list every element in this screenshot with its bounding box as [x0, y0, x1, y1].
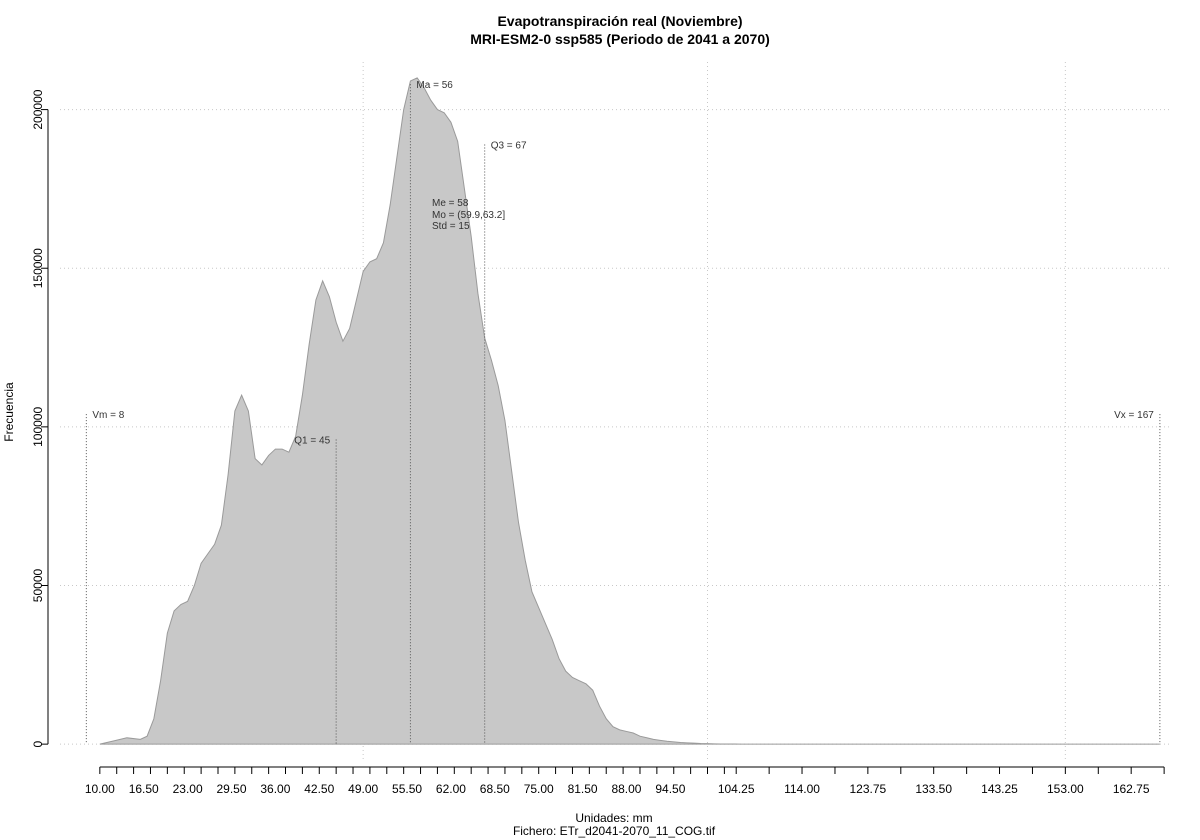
- reference-label: Vx = 167: [1114, 410, 1154, 421]
- frequency-area: [99, 77, 1160, 745]
- stat-std: Std = 15: [432, 221, 470, 232]
- x-tick-label: 68.50: [480, 782, 510, 796]
- x-tick-label: 94.50: [655, 782, 685, 796]
- file-label: Fichero: ETr_d2041-2070_11_COG.tif: [513, 824, 716, 838]
- chart-title: Evapotranspiración real (Noviembre): [497, 13, 742, 29]
- stat-mode: Mo = (59.9,63.2]: [432, 210, 505, 221]
- chart-subtitle: MRI-ESM2-0 ssp585 (Periodo de 2041 a 207…: [470, 31, 770, 47]
- x-tick-label: 104.25: [718, 782, 755, 796]
- x-tick-label: 36.00: [260, 782, 290, 796]
- axes: 0 50000 100000 150000 200000 10.00 16.50 23.00 2…: [31, 89, 1165, 796]
- x-tick-label: 42.50: [304, 782, 334, 796]
- x-tick-label: 81.50: [568, 782, 598, 796]
- x-tick-label: 16.50: [129, 782, 159, 796]
- x-axis-label: Unidades: mm: [575, 811, 652, 825]
- x-tick-label: 29.50: [216, 782, 246, 796]
- x-tick-label: 162.75: [1113, 782, 1150, 796]
- x-tick-label: 143.25: [981, 782, 1018, 796]
- x-tick-label: 75.00: [524, 782, 554, 796]
- x-tick-label: 23.00: [173, 782, 203, 796]
- x-tick-label: 88.00: [611, 782, 641, 796]
- y-tick-label: 150000: [31, 248, 45, 288]
- reference-label: Q3 = 67: [491, 140, 527, 151]
- y-tick-label: 50000: [31, 568, 45, 602]
- y-tick-label: 100000: [31, 407, 45, 447]
- x-tick-label: 153.00: [1047, 782, 1084, 796]
- x-tick-label: 123.75: [850, 782, 887, 796]
- x-tick-label: 10.00: [85, 782, 115, 796]
- x-tick-label: 49.00: [348, 782, 378, 796]
- x-tick-label: 55.50: [392, 782, 422, 796]
- reference-lines: Vm = 8 Q1 = 45 Ma = 56 Q3 = 67 Vx = 167: [85, 80, 1161, 745]
- reference-label: Vm = 8: [92, 410, 124, 421]
- stat-median: Me = 58: [432, 198, 469, 209]
- y-axis-label: Frecuencia: [2, 382, 16, 442]
- reference-label: Q1 = 45: [294, 436, 330, 447]
- x-tick-label: 114.00: [784, 782, 820, 796]
- reference-label: Ma = 56: [416, 80, 453, 91]
- y-tick-label: 0: [31, 740, 45, 747]
- x-tick-label: 62.00: [436, 782, 466, 796]
- x-tick-label: 133.50: [915, 782, 952, 796]
- y-tick-label: 200000: [31, 89, 45, 129]
